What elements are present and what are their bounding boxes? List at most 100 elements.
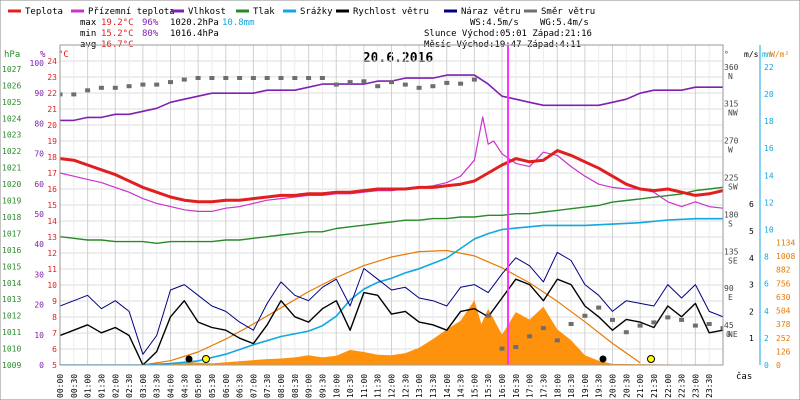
axis-pct-tick: 40 [34,240,44,249]
axis-dir-tick: 225 [724,174,739,183]
info-ws: WS:4.5m/s [470,18,519,28]
legend-label: Vlhkost [188,7,226,17]
axis-hpa-tick: 1018 [2,213,21,222]
axis-degc-tick: 20 [47,121,57,130]
moonrise-marker [599,355,607,363]
x-tick-label: 00:00 [56,374,65,398]
series-wind-dir-point [209,76,215,80]
axis-dir-label: N [728,72,733,81]
axis-mm-tick: 2 [764,334,769,343]
axis-degc-tick: 12 [47,249,57,258]
series-wind-dir-point [319,76,325,80]
series-layer [60,74,723,365]
series-wind-dir-point [554,338,560,343]
series-wind-dir-point [568,322,574,326]
axis-degc-tick: 13 [47,233,57,242]
axis-wm2-tick: 0 [776,361,781,370]
x-axis-label: čas [736,371,752,382]
axis-pct-tick: 60 [34,180,44,189]
series-wind-dir-point [306,76,312,80]
stat-min-press: 1016.4hPa [170,29,219,39]
legend-label: Tlak [253,7,275,17]
axis-degc-tick: 6 [52,345,57,354]
x-tick-label: 16:30 [512,374,521,398]
x-tick-label: 03:30 [153,374,162,398]
axis-ms-tick: 1 [749,334,754,343]
axis-dir-label: S [728,219,733,228]
stat-max-hum: 96% [142,18,159,28]
series-wind-dir-point [402,82,408,87]
axis-degc-tick: 9 [52,297,57,306]
stat-max-label: max [80,18,97,28]
axis-mm-title: mm [762,50,772,59]
axis-mm-tick: 18 [764,117,774,126]
stat-min-label: min [80,29,96,39]
axis-dir-label: SW [728,183,738,192]
axis-degc-tick: 18 [47,153,57,162]
series-wind-dir-point [651,320,657,325]
axis-hpa-tick: 1022 [2,147,21,156]
series-wind-dir-point [168,80,173,85]
x-tick-label: 21:00 [636,374,645,398]
axis-hpa-tick: 1009 [2,361,21,370]
x-tick-label: 23:00 [691,374,700,398]
x-tick-label: 23:30 [705,374,714,398]
axis-mm-tick: 0 [764,361,769,370]
axis-ms-tick: 3 [749,281,754,290]
x-tick-label: 17:00 [526,374,535,398]
x-tick-label: 19:30 [595,374,604,398]
axis-hpa-tick: 1013 [2,295,21,304]
axis-wm2-tick: 126 [776,347,791,356]
axis-wm2-tick: 378 [776,320,791,329]
axis-hpa-tick: 1012 [2,312,21,321]
x-tick-label: 17:30 [539,374,548,398]
axis-hpa-tick: 1027 [2,65,21,74]
series-wind-dir-point [458,81,464,86]
axis-pct-tick: 50 [34,210,44,219]
axis-hpa-tick: 1026 [2,81,21,90]
axis-dir-label: SE [728,256,738,265]
series-wind-dir-point [85,88,91,93]
axis-dir-label: W [728,146,733,155]
axis-hpa-tick: 1016 [2,246,21,255]
x-tick-label: 19:00 [581,374,590,398]
axis-dir-label: NE [728,330,738,339]
axis-mm-tick: 22 [764,63,774,72]
axis-degc-tick: 8 [52,313,57,322]
series-pressure-line [60,186,723,245]
x-tick-label: 05:00 [194,374,203,398]
series-temperature-line [60,149,723,204]
stat-max-temp: 19.2°C [101,18,134,28]
info-wg: WG:5.4m/s [540,18,589,28]
axis-degc-tick: 19 [47,137,57,146]
series-wind-dir-point [237,76,243,80]
series-wind-dir-point [665,315,671,320]
plot-area [59,44,724,366]
series-theoretical-radiation-line [142,249,641,365]
axis-dir-tick: 315 [724,100,739,109]
x-tick-label: 13:30 [429,374,438,398]
x-tick-label: 16:00 [498,374,507,398]
x-tick-label: 06:30 [236,374,245,398]
x-tick-label: 15:30 [484,374,493,398]
x-tick-label: 21:30 [650,374,659,398]
x-tick-label: 11:30 [374,374,383,398]
axis-degc-tick: 7 [52,329,57,338]
x-tick-label: 18:30 [567,374,576,398]
axis-degc-tick: 22 [47,89,57,98]
x-tick-label: 11:00 [360,374,369,398]
x-tick-label: 01:00 [84,374,93,398]
x-tick-label: 04:30 [180,374,189,398]
series-wind-dir-point [250,76,256,80]
x-tick-label: 22:30 [678,374,687,398]
axis-hpa-tick: 1019 [2,197,21,206]
axis-hpa-tick: 1025 [2,98,21,107]
series-wind-dir-point [610,317,615,322]
axis-degc-title: °C [58,50,69,60]
axis-pct-tick: 90 [34,89,44,98]
series-solar-area [60,300,723,365]
x-tick-label: 18:00 [553,374,562,398]
axis-pct-title: % [40,50,46,60]
axis-hpa-tick: 1015 [2,262,21,271]
series-wind-speed-line [60,278,723,365]
